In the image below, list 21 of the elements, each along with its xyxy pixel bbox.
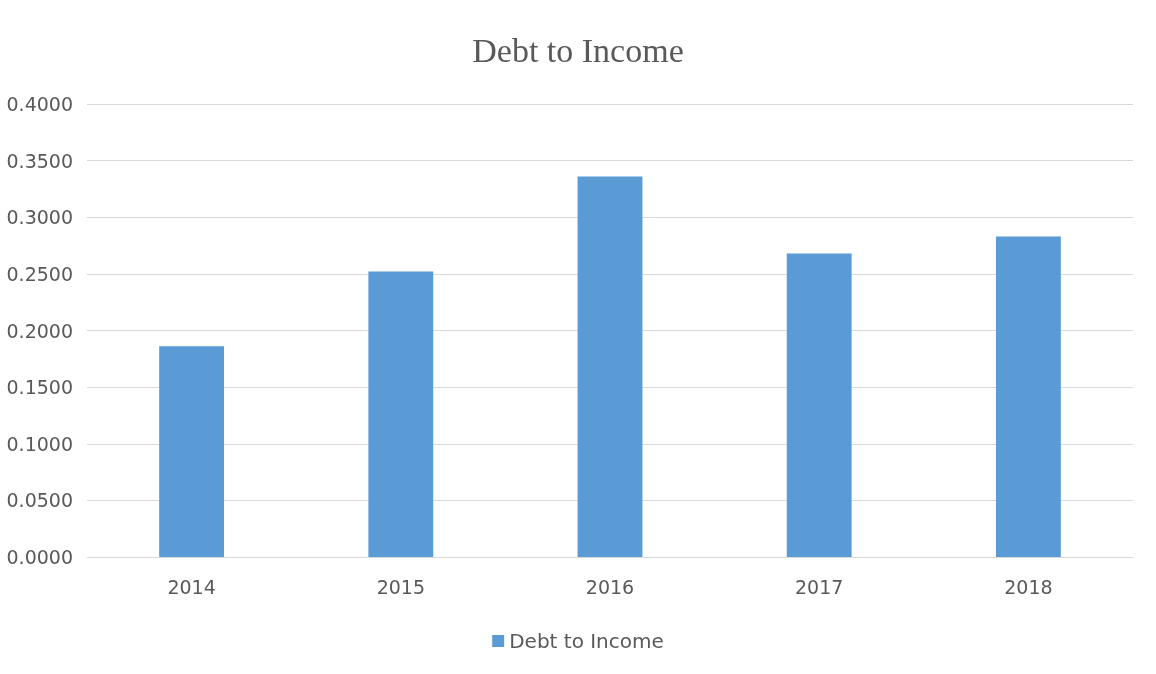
y-tick-label: 0.1500: [6, 376, 73, 399]
y-tick-label: 0.2000: [6, 319, 73, 342]
chart-title: Debt to Income: [472, 31, 684, 69]
y-tick-label: 0.2500: [6, 262, 73, 285]
bar: [577, 176, 643, 557]
y-tick-label: 0.1000: [6, 432, 73, 455]
x-tick-label: 2015: [376, 575, 425, 598]
legend-label: Debt to Income: [509, 629, 664, 653]
x-tick-label: 2014: [167, 575, 216, 598]
bar: [786, 253, 852, 557]
bar: [159, 346, 225, 557]
y-tick-label: 0.4000: [6, 93, 73, 115]
y-tick-label: 0.0500: [6, 489, 73, 512]
y-tick-label: 0.3500: [6, 149, 73, 172]
x-tick-label: 2018: [1004, 575, 1053, 598]
y-tick-label: 0.0000: [6, 546, 73, 568]
bar: [995, 236, 1061, 557]
bar: [368, 271, 434, 557]
x-tick-label: 2016: [585, 575, 635, 598]
y-tick-label: 0.3000: [6, 206, 73, 229]
x-tick-label: 2017: [795, 575, 844, 598]
